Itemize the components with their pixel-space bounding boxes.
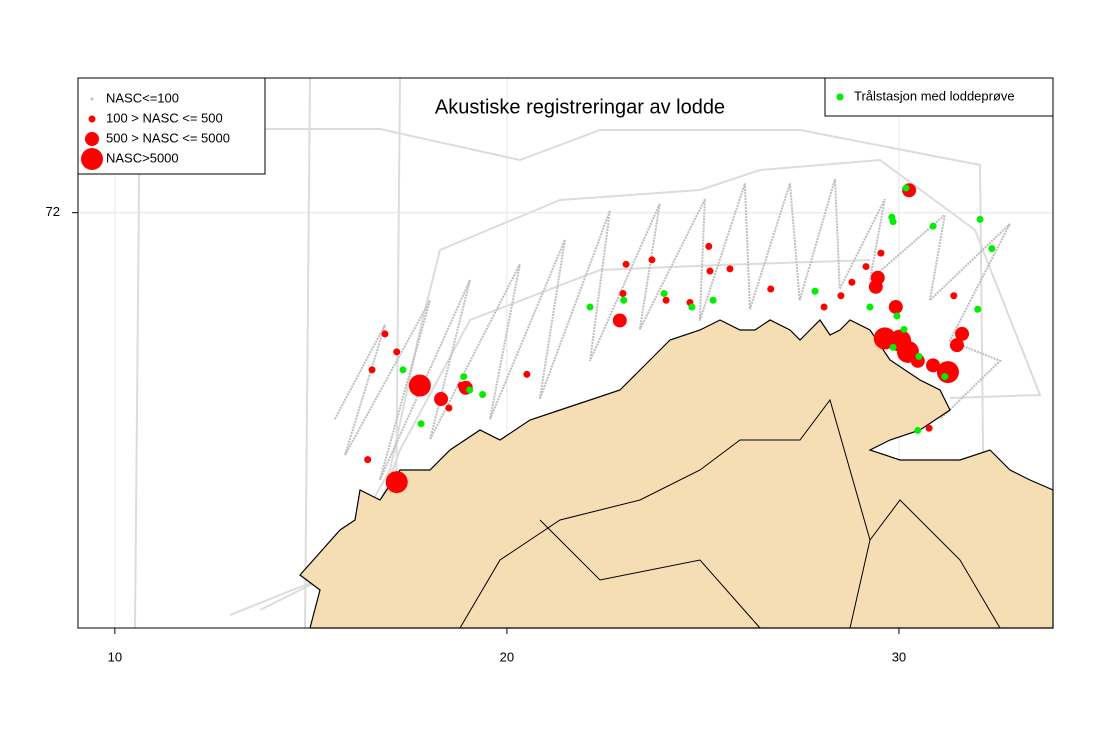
data-point (889, 218, 897, 226)
data-point (896, 340, 919, 363)
legend-marker (81, 148, 103, 170)
data-point (709, 296, 717, 304)
legend-label: NASC>5000 (106, 150, 179, 165)
data-point (364, 456, 372, 464)
data-point (586, 303, 594, 311)
plot-frame (77, 77, 1054, 629)
data-point (862, 263, 870, 271)
data-point (848, 278, 856, 286)
data-point (612, 313, 627, 328)
data-point (936, 361, 959, 384)
data-point (466, 386, 474, 394)
data-point (417, 420, 425, 428)
data-point (988, 245, 996, 253)
legend-box (77, 77, 266, 175)
data-point (889, 343, 897, 351)
data-point (445, 404, 453, 412)
data-point (837, 292, 845, 300)
x-tick-label: 10 (108, 649, 122, 664)
data-point (622, 260, 630, 268)
data-point (866, 303, 874, 311)
data-point (767, 285, 775, 293)
data-point (925, 424, 933, 432)
land (299, 319, 1054, 629)
data-point (368, 366, 376, 374)
data-point (820, 303, 828, 311)
legend-box (824, 77, 1054, 117)
data-point (399, 366, 407, 374)
data-point (619, 290, 627, 298)
data-point (915, 352, 923, 360)
data-point (726, 265, 734, 273)
data-point (976, 215, 984, 223)
data-point (385, 471, 408, 494)
data-point (408, 374, 431, 397)
data-point (523, 370, 531, 378)
data-point (662, 296, 670, 304)
legend-marker (836, 93, 844, 101)
legend-marker (88, 115, 96, 123)
data-point (877, 249, 885, 257)
legend-label: 100 > NASC <= 500 (106, 110, 223, 125)
data-point (660, 290, 668, 298)
data-point (888, 299, 903, 314)
data-point (902, 184, 910, 192)
data-point (950, 292, 958, 300)
data-point (705, 242, 713, 250)
data-point (926, 358, 941, 373)
data-point (955, 326, 970, 341)
legend-label: 500 > NASC <= 5000 (106, 130, 230, 145)
legend-marker (90, 97, 94, 101)
data-point (393, 348, 401, 356)
x-tick-label: 30 (892, 649, 906, 664)
data-point (929, 222, 937, 230)
data-point (811, 287, 819, 295)
data-point (460, 373, 468, 381)
data-point (974, 305, 982, 313)
legend-marker (85, 132, 99, 146)
data-point (434, 392, 449, 407)
data-point (900, 325, 908, 333)
data-point (648, 256, 656, 264)
data-point (941, 373, 949, 381)
data-point (620, 296, 628, 304)
data-point (949, 338, 964, 353)
x-tick-label: 20 (500, 649, 514, 664)
legend-label: Trålstasjon med loddeprøve (854, 88, 1015, 103)
data-point (706, 267, 714, 275)
data-point (688, 303, 696, 311)
y-tick-label: 72 (46, 204, 60, 219)
data-point (893, 312, 901, 320)
data-point (870, 270, 885, 285)
data-point (479, 391, 487, 399)
survey-track (333, 178, 1011, 481)
borders (459, 398, 1001, 629)
data-point (914, 426, 922, 434)
chart-title: Akustiske registreringar av lodde (435, 96, 725, 118)
legend-label: NASC<=100 (106, 90, 179, 105)
data-point (381, 330, 389, 338)
